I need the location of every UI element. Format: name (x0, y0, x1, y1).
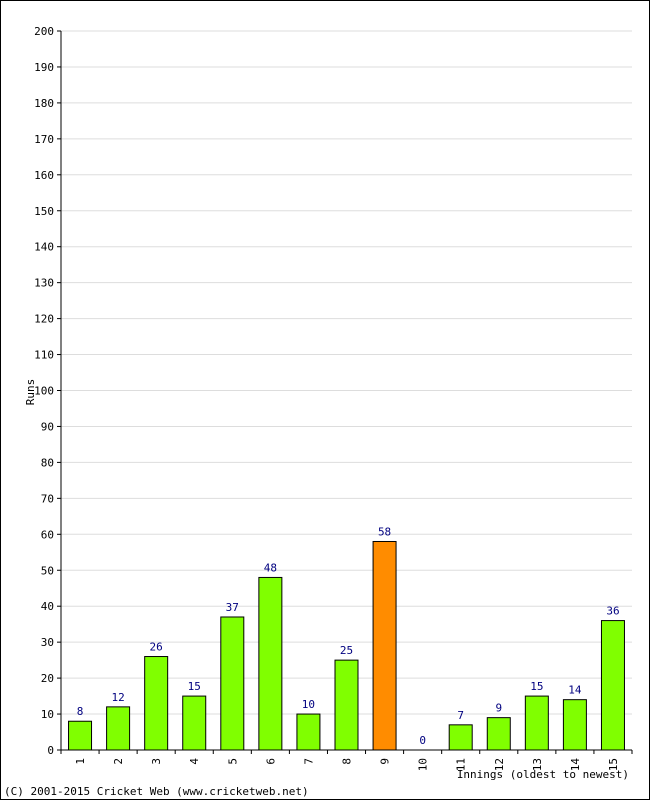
bar-value-label: 0 (419, 734, 426, 747)
y-tick-label: 20 (41, 672, 54, 685)
bars: 8 12 26 15 37 48 10 25 58 0 7 9 15 14 36 (68, 525, 625, 751)
bar-value-label: 9 (495, 702, 502, 715)
y-tick-label: 110 (34, 349, 54, 362)
bar (486, 717, 511, 751)
bar (372, 540, 397, 751)
x-tick-label: 2 (112, 758, 125, 765)
y-tick-label: 130 (34, 277, 54, 290)
x-tick-label: 7 (302, 758, 315, 765)
bar-value-label: 15 (188, 680, 201, 693)
y-tick-label: 10 (41, 708, 54, 721)
bar (600, 620, 625, 751)
y-tick-label: 200 (34, 25, 54, 38)
bar (258, 576, 283, 751)
bar (220, 616, 245, 751)
bar-value-label: 7 (457, 709, 464, 722)
y-tick-label: 150 (34, 205, 54, 218)
y-tick-label: 90 (41, 420, 54, 433)
gridlines (61, 30, 632, 715)
bar-value-label: 8 (77, 705, 84, 718)
x-tick-label: 11 (455, 758, 468, 771)
y-tick-label: 60 (41, 528, 54, 541)
x-tick-label: 3 (150, 758, 163, 765)
x-tick-label: 13 (531, 758, 544, 771)
bar (106, 706, 131, 751)
x-tick-label: 12 (493, 758, 506, 771)
x-tick-label: 4 (188, 758, 201, 765)
x-tick-label: 1 (74, 758, 87, 765)
bar-value-label: 25 (340, 644, 353, 657)
x-axis-label: Innings (oldest to newest) (457, 768, 629, 781)
x-tick-label: 14 (569, 758, 582, 772)
bar-value-label: 12 (111, 691, 124, 704)
y-tick-label: 190 (34, 61, 54, 74)
y-tick-label: 50 (41, 564, 54, 577)
bar (524, 695, 549, 751)
bar-value-label: 10 (302, 698, 315, 711)
x-tick-label: 9 (379, 758, 392, 765)
bar-value-label: 37 (226, 601, 239, 614)
bar (562, 699, 587, 751)
y-tick-label: 170 (34, 133, 54, 146)
bar-value-label: 48 (264, 561, 277, 574)
y-tick-label: 0 (47, 744, 54, 757)
x-tick-label: 5 (226, 758, 239, 765)
x-tick-label: 10 (417, 758, 430, 771)
bar (182, 695, 207, 751)
y-tick-label: 100 (34, 385, 54, 398)
y-tick-label: 40 (41, 600, 54, 613)
bar (68, 720, 93, 751)
y-tick-label: 80 (41, 456, 54, 469)
x-tick-label: 8 (341, 758, 354, 765)
bar (144, 656, 169, 751)
y-tick-label: 30 (41, 636, 54, 649)
y-axis-label: Runs (24, 379, 37, 406)
y-tick-label: 160 (34, 169, 54, 182)
bar-value-label: 36 (606, 605, 619, 618)
bar (448, 724, 473, 751)
bar-value-label: 26 (150, 641, 163, 654)
copyright-text: (C) 2001-2015 Cricket Web (www.cricketwe… (4, 785, 309, 798)
y-tick-label: 140 (34, 241, 54, 254)
y-tick-label: 70 (41, 492, 54, 505)
bar (296, 713, 321, 751)
bar (334, 659, 359, 751)
bar-value-label: 58 (378, 525, 391, 538)
x-tick-label: 15 (607, 758, 620, 771)
y-tick-label: 180 (34, 97, 54, 110)
x-tick-label: 6 (264, 758, 277, 765)
bar-value-label: 15 (530, 680, 543, 693)
y-axis: 0 10 20 30 40 50 60 70 80 90 100 110 120 130 140 150 160… (34, 25, 62, 757)
y-tick-label: 120 (34, 313, 54, 326)
bar-value-label: 14 (568, 684, 582, 697)
